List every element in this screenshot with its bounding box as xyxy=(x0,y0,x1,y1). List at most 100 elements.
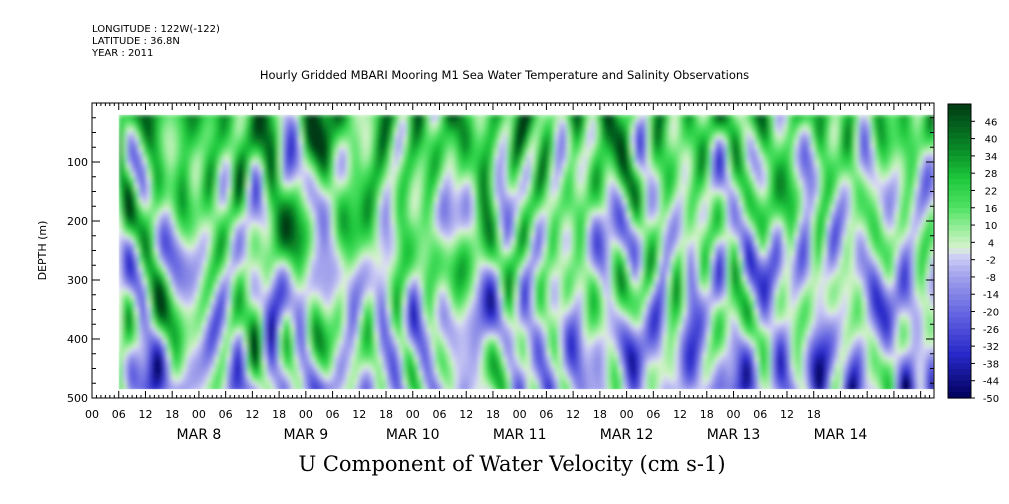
x-hour-label: 06 xyxy=(646,408,660,421)
colorbar-swatch xyxy=(948,363,971,370)
metadata-block: LONGITUDE : 122W(-122) LATITUDE : 36.8N … xyxy=(92,24,220,60)
variable-title: U Component of Water Velocity (cm s-1) xyxy=(298,452,726,476)
colorbar-swatch xyxy=(948,317,971,324)
colorbar-swatch xyxy=(948,386,971,393)
x-day-label: MAR 12 xyxy=(600,427,654,443)
colorbar-swatch xyxy=(948,357,971,365)
x-hour-label: 00 xyxy=(85,408,99,421)
colorbar-swatch xyxy=(948,219,971,226)
x-hour-label: 00 xyxy=(513,408,527,421)
x-hour-label: 00 xyxy=(620,408,634,421)
colorbar-label: -20 xyxy=(983,308,999,319)
colorbar-swatch xyxy=(948,328,971,336)
colorbar-swatch xyxy=(948,132,971,140)
x-hour-label: 00 xyxy=(192,408,206,421)
colorbar-swatch xyxy=(948,127,971,134)
colorbar-swatch xyxy=(948,161,971,169)
colorbar-swatch xyxy=(948,150,971,157)
y-axis-label: DEPTH (m) xyxy=(36,221,49,281)
x-axis: 00 06 12 18 00 06 12 18 00 06 12 18 00 06 12 18 00 06 12 18… xyxy=(85,103,935,443)
colorbar-swatch xyxy=(948,369,971,376)
colorbar-swatch xyxy=(948,184,971,192)
x-day-label: MAR 11 xyxy=(493,427,547,443)
x-hour-label: 12 xyxy=(352,408,366,421)
year-text: YEAR : 2011 xyxy=(92,48,154,59)
colorbar-label: -2 xyxy=(986,256,996,267)
colorbar-swatch xyxy=(948,392,971,399)
y-axis: 100 200 300 400 500 DEPTH (m) xyxy=(36,117,934,405)
colorbar-swatch xyxy=(948,340,971,347)
colorbar-swatch xyxy=(948,282,971,290)
y-tick-label: 400 xyxy=(67,333,88,346)
x-hour-label: 18 xyxy=(807,408,821,421)
colorbar-label: -14 xyxy=(983,290,999,301)
colorbar-swatch xyxy=(948,374,971,382)
x-hour-label: 18 xyxy=(165,408,179,421)
colorbar-swatch xyxy=(948,294,971,301)
colorbar-swatch xyxy=(948,109,971,117)
colorbar-swatch xyxy=(948,173,971,180)
x-hour-label: 18 xyxy=(593,408,607,421)
x-hour-label: 12 xyxy=(673,408,687,421)
colorbar-label: 34 xyxy=(985,152,998,163)
colorbar-swatch xyxy=(948,236,971,243)
x-day-label: MAR 9 xyxy=(283,427,328,443)
colorbar-swatch xyxy=(948,288,971,295)
x-hour-label: 06 xyxy=(112,408,126,421)
colorbar-swatch xyxy=(948,323,971,330)
longitude-text: LONGITUDE : 122W(-122) xyxy=(92,24,220,35)
y-tick-label: 500 xyxy=(67,392,88,405)
colorbar-label: 22 xyxy=(985,186,998,197)
colorbar-swatch xyxy=(948,346,971,353)
colorbar-label: -44 xyxy=(983,377,999,388)
colorbar-swatch xyxy=(948,144,971,151)
colorbar-swatch xyxy=(948,178,971,186)
colorbar-label: 10 xyxy=(985,221,998,232)
x-hour-label: 18 xyxy=(486,408,500,421)
x-hour-label: 06 xyxy=(753,408,767,421)
x-hour-label: 06 xyxy=(219,408,233,421)
colorbar-swatch xyxy=(948,271,971,278)
y-tick-label: 300 xyxy=(67,274,88,287)
colorbar-swatch xyxy=(948,207,971,215)
x-hour-label: 12 xyxy=(566,408,580,421)
latitude-text: LATITUDE : 36.8N xyxy=(92,36,180,47)
colorbar-swatch xyxy=(948,334,971,341)
velocity-grid xyxy=(118,114,934,392)
no-data-bottom xyxy=(118,389,934,398)
x-hour-label: 18 xyxy=(272,408,286,421)
colorbar-swatch xyxy=(948,202,971,209)
y-tick-label: 200 xyxy=(67,215,88,228)
x-hour-label: 12 xyxy=(138,408,152,421)
x-day-label: MAR 13 xyxy=(707,427,761,443)
x-hour-label: 00 xyxy=(299,408,313,421)
colorbar-swatch xyxy=(948,248,971,255)
x-hour-label: 12 xyxy=(780,408,794,421)
colorbar-swatch xyxy=(948,253,971,261)
x-day-label: MAR 8 xyxy=(177,427,222,443)
colorbar-swatch xyxy=(948,259,971,267)
colorbar-label: -26 xyxy=(983,325,999,336)
x-hour-label: 06 xyxy=(326,408,340,421)
x-hour-label: 12 xyxy=(459,408,473,421)
colorbar-border xyxy=(947,103,972,399)
colorbar: 46 40 34 28 22 16 10 4 -2 -8 -14 -20 -26 -32 -38 -44 -50 xyxy=(947,103,999,405)
colorbar-label: -8 xyxy=(986,273,996,284)
colorbar-swatch xyxy=(948,300,971,307)
colorbar-label: -38 xyxy=(983,359,999,370)
x-hour-label: 06 xyxy=(432,408,446,421)
x-hour-label: 00 xyxy=(727,408,741,421)
colorbar-label: 40 xyxy=(985,135,998,146)
colorbar-label: -32 xyxy=(983,342,999,353)
colorbar-swatch xyxy=(948,196,971,203)
colorbar-label: 46 xyxy=(985,117,998,128)
colorbar-swatch xyxy=(948,115,971,122)
colorbar-swatch xyxy=(948,265,971,272)
colorbar-swatch xyxy=(948,104,971,111)
colorbar-swatch xyxy=(948,213,971,220)
colorbar-swatch xyxy=(948,230,971,238)
colorbar-swatch xyxy=(948,305,971,313)
colorbar-swatch xyxy=(948,138,971,145)
colorbar-swatch xyxy=(948,242,971,249)
